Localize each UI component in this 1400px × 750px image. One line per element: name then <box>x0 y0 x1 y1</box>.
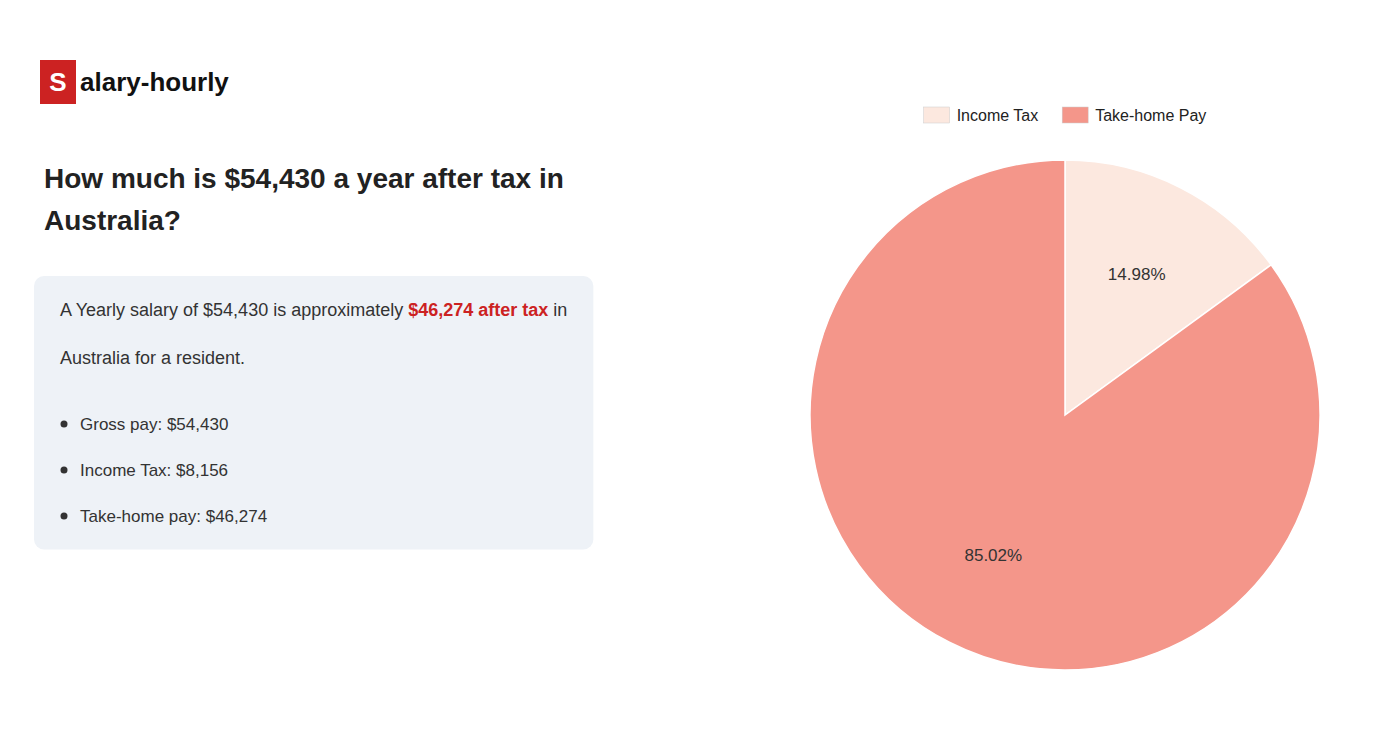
data-label: 14.98% <box>1108 265 1166 284</box>
pie <box>810 160 1320 670</box>
bullet <box>61 467 68 474</box>
info-texts: A Yearly salary of $54,430 is approximat… <box>60 300 567 526</box>
legend-item: Take-home Pay <box>1062 107 1206 124</box>
info-run: A Yearly salary of $54,430 is approximat… <box>60 300 408 320</box>
logo-text: S <box>49 67 66 97</box>
legend-label: Income Tax <box>957 107 1039 124</box>
data-label: 85.02% <box>964 546 1022 565</box>
legend-swatch <box>1062 107 1088 123</box>
info-box: A Yearly salary of $54,430 is approximat… <box>34 276 593 550</box>
bullet-text: Take-home pay: $46,274 <box>80 507 267 526</box>
info-text: Australia for a resident. <box>60 348 245 368</box>
logo-text: alary-hourly <box>80 67 229 97</box>
info-run: Take-home pay: $46,274 <box>80 507 267 526</box>
title: How much is $54,430 a year after tax in <box>44 163 564 194</box>
bullet <box>61 421 68 428</box>
logo-box <box>40 60 76 104</box>
chart-container: Salary-hourly How much is $54,430 a year … <box>0 0 1400 750</box>
bullet <box>61 513 68 520</box>
bullet-text: Gross pay: $54,430 <box>80 415 228 434</box>
legend-label: Take-home Pay <box>1095 107 1206 124</box>
info-run: Income Tax: $8,156 <box>80 461 228 480</box>
info-run: Gross pay: $54,430 <box>80 415 228 434</box>
title: Australia? <box>44 205 181 236</box>
info-run: in <box>548 300 567 320</box>
info-text: A Yearly salary of $54,430 is approximat… <box>60 300 567 320</box>
info-box-bg <box>34 276 593 550</box>
data-labels: 14.98% 85.02% <box>964 265 1165 566</box>
legend-item: Income Tax <box>924 107 1039 124</box>
bullet-text: Income Tax: $8,156 <box>80 461 228 480</box>
legend: Income Tax Take-home Pay <box>924 107 1207 124</box>
logo: Salary-hourly <box>40 60 229 104</box>
chart-svg: Salary-hourly How much is $54,430 a year … <box>0 0 1400 750</box>
legend-swatch <box>924 107 950 123</box>
info-highlight: $46,274 after tax <box>408 300 548 320</box>
info-run: Australia for a resident. <box>60 348 245 368</box>
pie-slice <box>810 160 1320 670</box>
